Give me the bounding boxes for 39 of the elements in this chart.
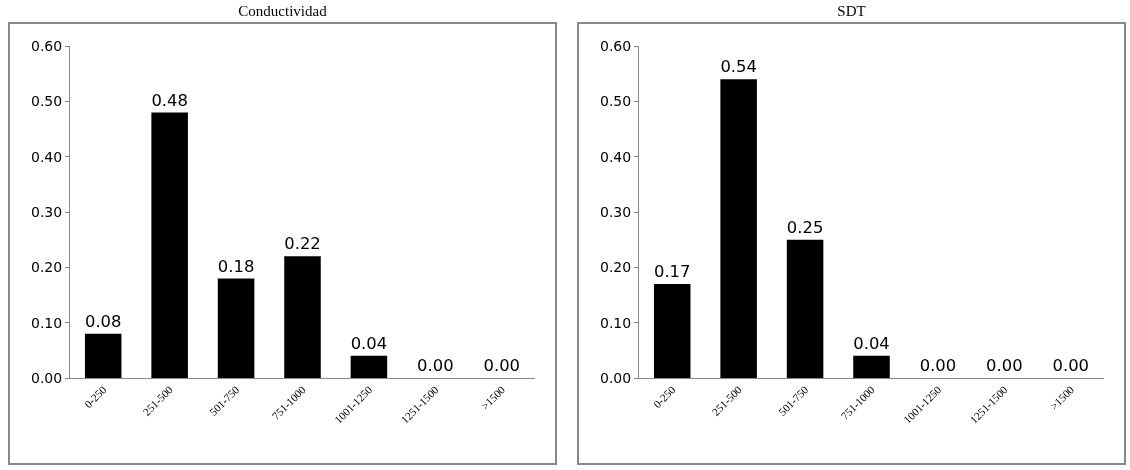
bar [217, 278, 255, 378]
data-label: 0.08 [84, 311, 122, 331]
data-label: 0.22 [284, 234, 321, 254]
y-tick-label: 0.60 [600, 37, 632, 54]
y-tick-label: 0.50 [600, 93, 632, 110]
chart-title: SDT [836, 2, 867, 21]
data-label: 0.48 [151, 90, 188, 110]
data-label: 0.00 [1052, 356, 1090, 376]
data-label: 0.00 [986, 356, 1023, 376]
bar [284, 256, 321, 378]
data-label: 0.00 [417, 356, 454, 376]
chart-title: Conductividad [237, 2, 328, 21]
bar [84, 333, 122, 378]
bar [653, 283, 691, 378]
data-label: 0.04 [853, 334, 890, 354]
y-tick-label: 0.40 [31, 148, 63, 165]
data-label: 0.00 [483, 356, 521, 376]
bar [151, 112, 188, 378]
bar [786, 239, 824, 378]
y-tick-label: 0.00 [600, 369, 632, 386]
data-label: 0.18 [217, 256, 255, 276]
y-tick-label: 0.50 [31, 93, 63, 110]
y-tick-label: 0.20 [31, 259, 63, 276]
data-label: 0.04 [350, 334, 388, 354]
y-tick-label: 0.10 [600, 314, 632, 331]
y-tick-label: 0.30 [31, 203, 63, 220]
data-label: 0.17 [653, 262, 691, 282]
data-label: 0.25 [786, 217, 824, 237]
data-label: 0.54 [720, 57, 757, 77]
y-tick-label: 0.40 [600, 148, 632, 165]
data-label: 0.00 [919, 356, 957, 376]
y-tick-label: 0.20 [600, 259, 632, 276]
bar [720, 79, 757, 378]
bar [853, 355, 890, 378]
y-tick-label: 0.30 [600, 203, 632, 220]
y-tick-label: 0.10 [31, 314, 63, 331]
y-tick-label: 0.00 [31, 369, 63, 386]
bar [350, 355, 388, 378]
y-tick-label: 0.60 [31, 37, 63, 54]
